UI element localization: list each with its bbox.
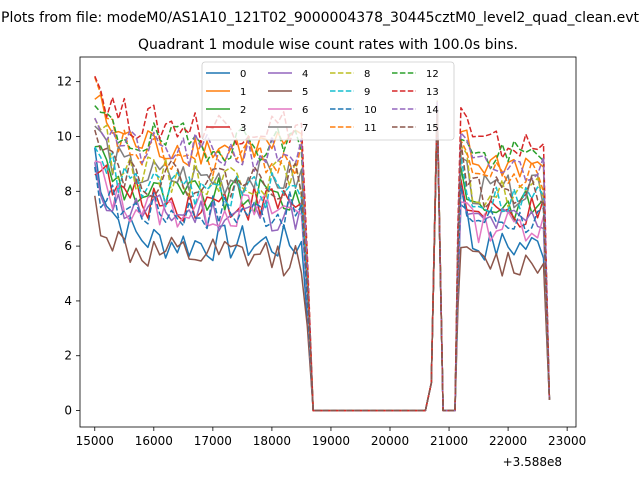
x-tick-label: 18000 bbox=[253, 434, 291, 448]
legend-label-13: 13 bbox=[426, 87, 439, 98]
series-line-7 bbox=[94, 106, 551, 412]
legend-label-9: 9 bbox=[364, 87, 370, 98]
legend-label-5: 5 bbox=[302, 87, 308, 98]
series-layer bbox=[94, 75, 551, 412]
x-tick-label: 20000 bbox=[371, 434, 409, 448]
y-tick-label: 2 bbox=[64, 349, 72, 363]
legend-label-2: 2 bbox=[240, 105, 246, 116]
legend-label-10: 10 bbox=[364, 105, 377, 116]
x-offset-label: +3.588e8 bbox=[503, 455, 562, 469]
x-tick-label: 15000 bbox=[76, 434, 114, 448]
y-tick-label: 8 bbox=[64, 184, 72, 198]
series-line-11 bbox=[94, 77, 551, 412]
x-axis: 15000 16000 17000 18000 19000 20000 21000 22000… bbox=[76, 427, 586, 448]
x-tick-label: 19000 bbox=[312, 434, 350, 448]
legend-box bbox=[201, 61, 455, 141]
x-tick-label: 16000 bbox=[135, 434, 173, 448]
legend-label-1: 1 bbox=[240, 87, 246, 98]
series-line-0 bbox=[94, 111, 551, 412]
x-tick-label: 23000 bbox=[548, 434, 586, 448]
series-line-10 bbox=[94, 106, 551, 412]
y-axis: 0 2 4 6 8 10 12 bbox=[57, 75, 80, 418]
legend-label-11: 11 bbox=[364, 123, 377, 134]
series-line-5 bbox=[94, 100, 551, 412]
legend-label-8: 8 bbox=[364, 69, 370, 80]
x-tick-label: 17000 bbox=[194, 434, 232, 448]
legend-label-14: 14 bbox=[426, 105, 439, 116]
y-tick-label: 0 bbox=[64, 404, 72, 418]
x-tick-label: 22000 bbox=[489, 434, 527, 448]
y-tick-label: 10 bbox=[57, 129, 72, 143]
y-tick-label: 4 bbox=[64, 294, 72, 308]
legend-label-6: 6 bbox=[302, 105, 308, 116]
x-tick-label: 21000 bbox=[430, 434, 468, 448]
legend-label-12: 12 bbox=[426, 69, 439, 80]
chart-title: Quadrant 1 module wise count rates with … bbox=[138, 37, 518, 53]
legend-label-0: 0 bbox=[240, 69, 246, 80]
plot-frame bbox=[79, 56, 577, 428]
legend-label-4: 4 bbox=[302, 69, 308, 80]
y-tick-label: 6 bbox=[64, 239, 72, 253]
series-line-15 bbox=[94, 112, 551, 412]
legend-label-15: 15 bbox=[426, 123, 439, 134]
series-line-14 bbox=[94, 101, 551, 412]
y-tick-label: 12 bbox=[57, 75, 72, 89]
legend-label-7: 7 bbox=[302, 123, 308, 134]
chart-suptitle: Plots from file: modeM0/AS1A10_121T02_90… bbox=[1, 10, 639, 26]
legend-label-3: 3 bbox=[240, 123, 246, 134]
